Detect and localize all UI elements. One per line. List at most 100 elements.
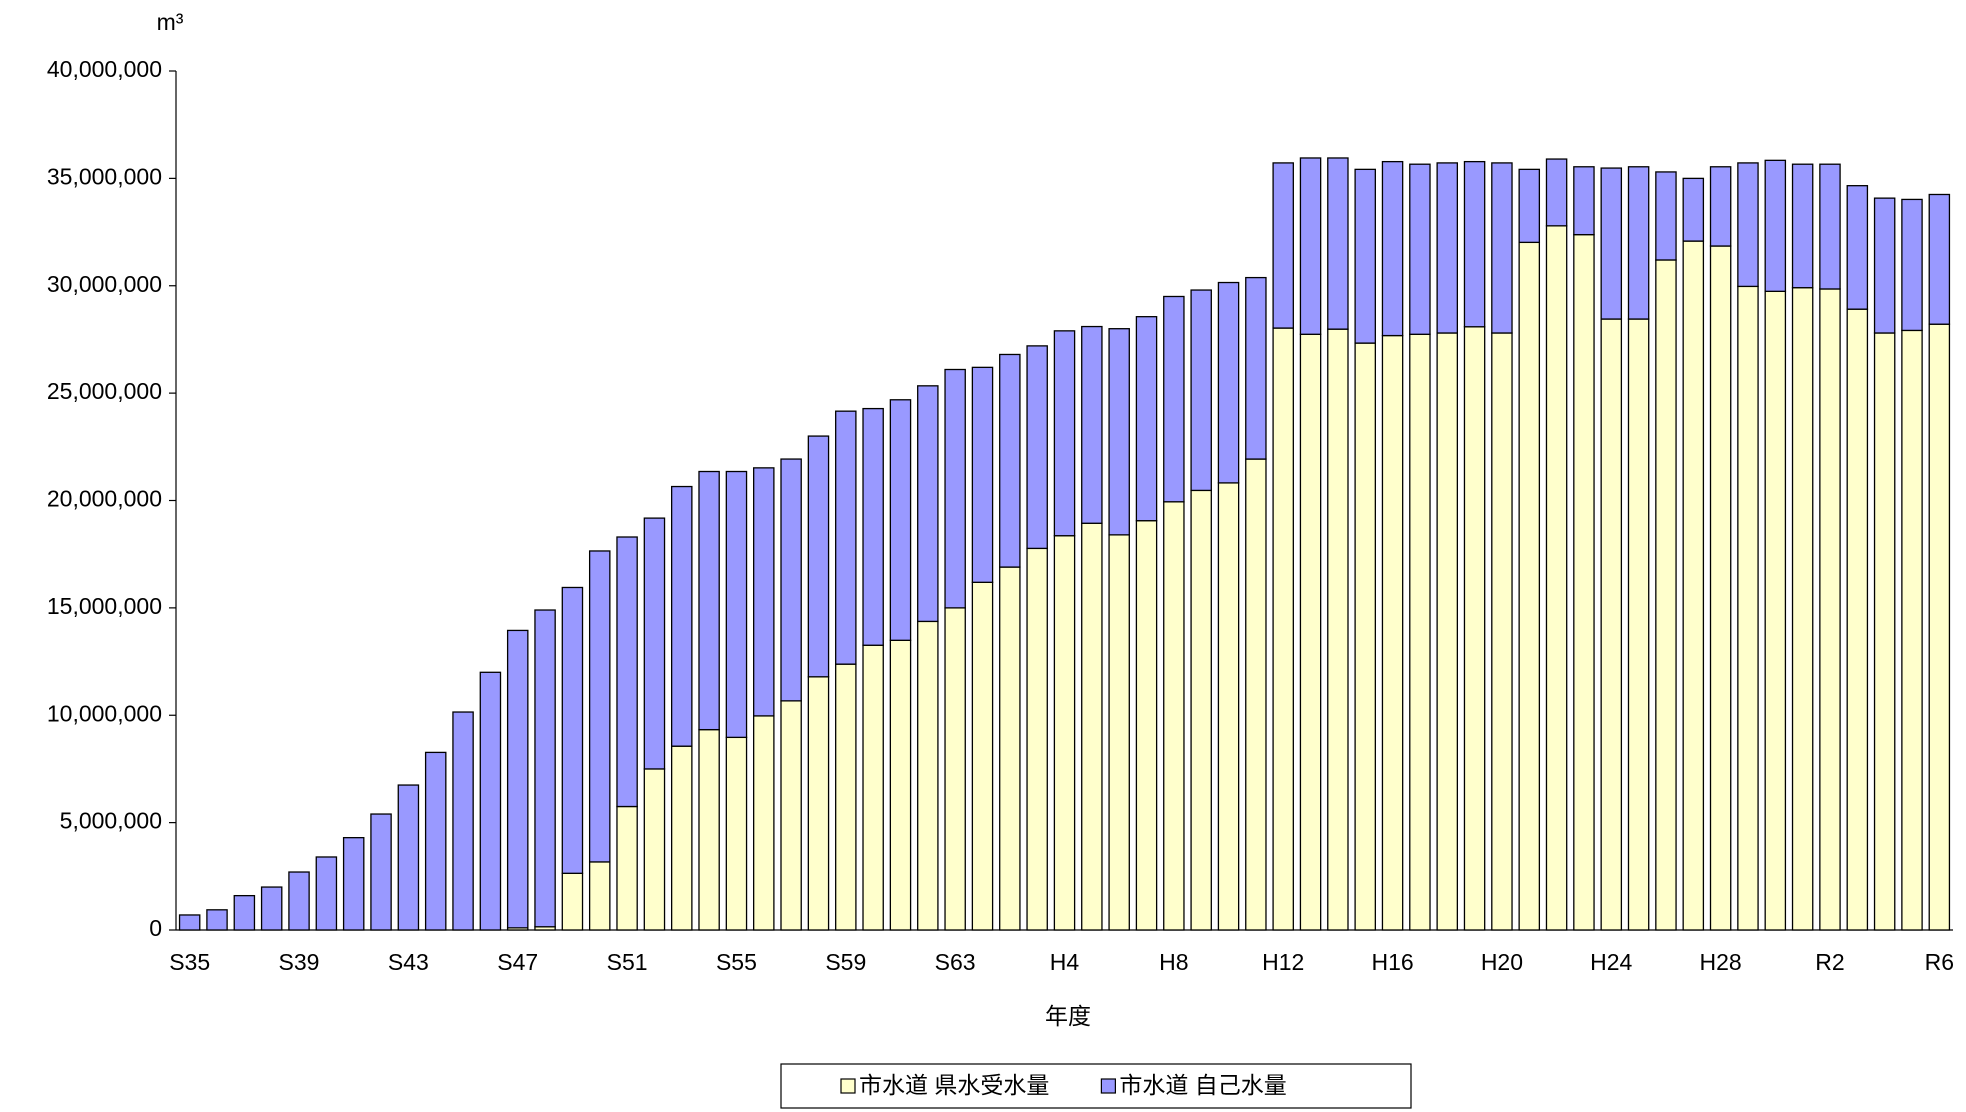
x-tick-label: H28 xyxy=(1700,949,1742,975)
bar-segment xyxy=(1737,285,1759,931)
bar-segment xyxy=(971,366,994,583)
x-tick-label: S47 xyxy=(497,949,538,975)
bar-segment xyxy=(1327,328,1349,931)
bar-segment xyxy=(971,581,994,931)
bar-segment xyxy=(917,620,939,931)
bar-segment xyxy=(1245,276,1267,460)
x-tick-label: R6 xyxy=(1925,949,1954,975)
bar-segment xyxy=(698,470,720,731)
bar-segment xyxy=(1381,334,1404,931)
bar-segment xyxy=(1655,259,1677,931)
bar-segment xyxy=(506,629,529,929)
x-tick-label: S35 xyxy=(169,949,210,975)
bar-segment xyxy=(670,745,693,931)
y-tick-label: 20,000,000 xyxy=(47,486,162,512)
bar-segment xyxy=(1928,193,1951,325)
bar-segment xyxy=(1108,534,1130,931)
bar-segment xyxy=(1436,332,1459,931)
bar-segment xyxy=(807,435,830,678)
bar-segment xyxy=(1545,158,1568,227)
bar-segment xyxy=(370,813,392,931)
bar-segment xyxy=(1245,458,1267,931)
bar-segment xyxy=(178,914,201,931)
bar-segment xyxy=(1901,198,1923,332)
x-tick-label: S43 xyxy=(388,949,429,975)
x-tick-label: H24 xyxy=(1590,949,1632,975)
bar-segment xyxy=(1026,547,1048,931)
x-tick-label: H20 xyxy=(1481,949,1523,975)
bar-segment xyxy=(1791,163,1814,289)
bar-segment xyxy=(944,368,966,609)
bar-segment xyxy=(1354,168,1376,344)
bar-segment xyxy=(1026,345,1048,550)
legend-box xyxy=(780,1063,1412,1109)
bar-segment xyxy=(588,550,611,863)
legend-label: 市水道 自己水量 xyxy=(1119,1072,1286,1098)
bar-segment xyxy=(1327,157,1349,330)
bar-segment xyxy=(1081,325,1103,524)
bar-segment xyxy=(561,872,584,931)
x-tick-label: S55 xyxy=(716,949,757,975)
bar-segment xyxy=(1299,333,1322,931)
bar-segment xyxy=(753,467,775,717)
bar-segment xyxy=(862,407,884,646)
bar-segment xyxy=(1217,482,1240,931)
bar-segment xyxy=(1901,329,1923,931)
bar-segment xyxy=(1053,535,1076,931)
bar-segment xyxy=(1737,162,1759,288)
bar-segment xyxy=(1299,157,1322,335)
bar-segment xyxy=(534,609,556,928)
x-tick-label: R2 xyxy=(1815,949,1844,975)
bar-segment xyxy=(643,517,666,770)
bar-segment xyxy=(479,671,502,931)
bar-segment xyxy=(889,399,912,641)
bar-segment xyxy=(1600,167,1623,320)
x-axis-label: 年度 xyxy=(1045,1003,1091,1029)
legend-swatch xyxy=(840,1078,856,1094)
bar-segment xyxy=(1135,520,1158,931)
legend-swatch xyxy=(1100,1078,1116,1094)
bar-segment xyxy=(1764,159,1787,292)
y-tick-label: 0 xyxy=(149,915,162,941)
bar-segment xyxy=(1819,288,1841,931)
bar-segment xyxy=(1709,245,1732,931)
bar-segment xyxy=(780,458,802,702)
bar-segment xyxy=(862,644,884,931)
bar-segment xyxy=(1518,168,1541,244)
bar-segment xyxy=(342,837,365,931)
bar-segment xyxy=(1272,327,1294,931)
bar-segment xyxy=(616,536,638,808)
bar-segment xyxy=(1573,233,1595,931)
bar-segment xyxy=(1409,333,1431,931)
bar-segment xyxy=(753,715,775,931)
x-tick-label: S39 xyxy=(279,949,320,975)
bar-segment xyxy=(1764,290,1787,931)
y-tick-label: 25,000,000 xyxy=(47,378,162,404)
y-tick-label: 40,000,000 xyxy=(47,56,162,82)
bar-segment xyxy=(1545,225,1568,931)
bar-segment xyxy=(1163,501,1185,931)
bar-segment xyxy=(424,751,447,931)
bar-segment xyxy=(1709,166,1732,247)
bar-segment xyxy=(1873,197,1896,334)
bar-segment xyxy=(1846,308,1869,931)
bar-segment xyxy=(1682,177,1705,242)
bar-segment xyxy=(1518,241,1541,931)
bar-segment xyxy=(999,353,1021,568)
bar-segment xyxy=(698,728,720,931)
bar-segment xyxy=(1190,489,1212,931)
bar-segment xyxy=(1600,318,1623,931)
bar-segment xyxy=(643,768,666,931)
bar-segment xyxy=(835,410,857,665)
bar-segment xyxy=(1491,332,1513,931)
bar-segment xyxy=(999,566,1021,931)
x-tick-label: S63 xyxy=(935,949,976,975)
bar-segment xyxy=(1190,289,1212,492)
bar-segment xyxy=(725,470,748,739)
bar-segment xyxy=(1928,323,1951,931)
bar-segment xyxy=(1791,287,1814,931)
bar-segment xyxy=(1463,326,1486,931)
y-tick-label: 35,000,000 xyxy=(47,163,162,189)
y-tick-label: 10,000,000 xyxy=(47,700,162,726)
